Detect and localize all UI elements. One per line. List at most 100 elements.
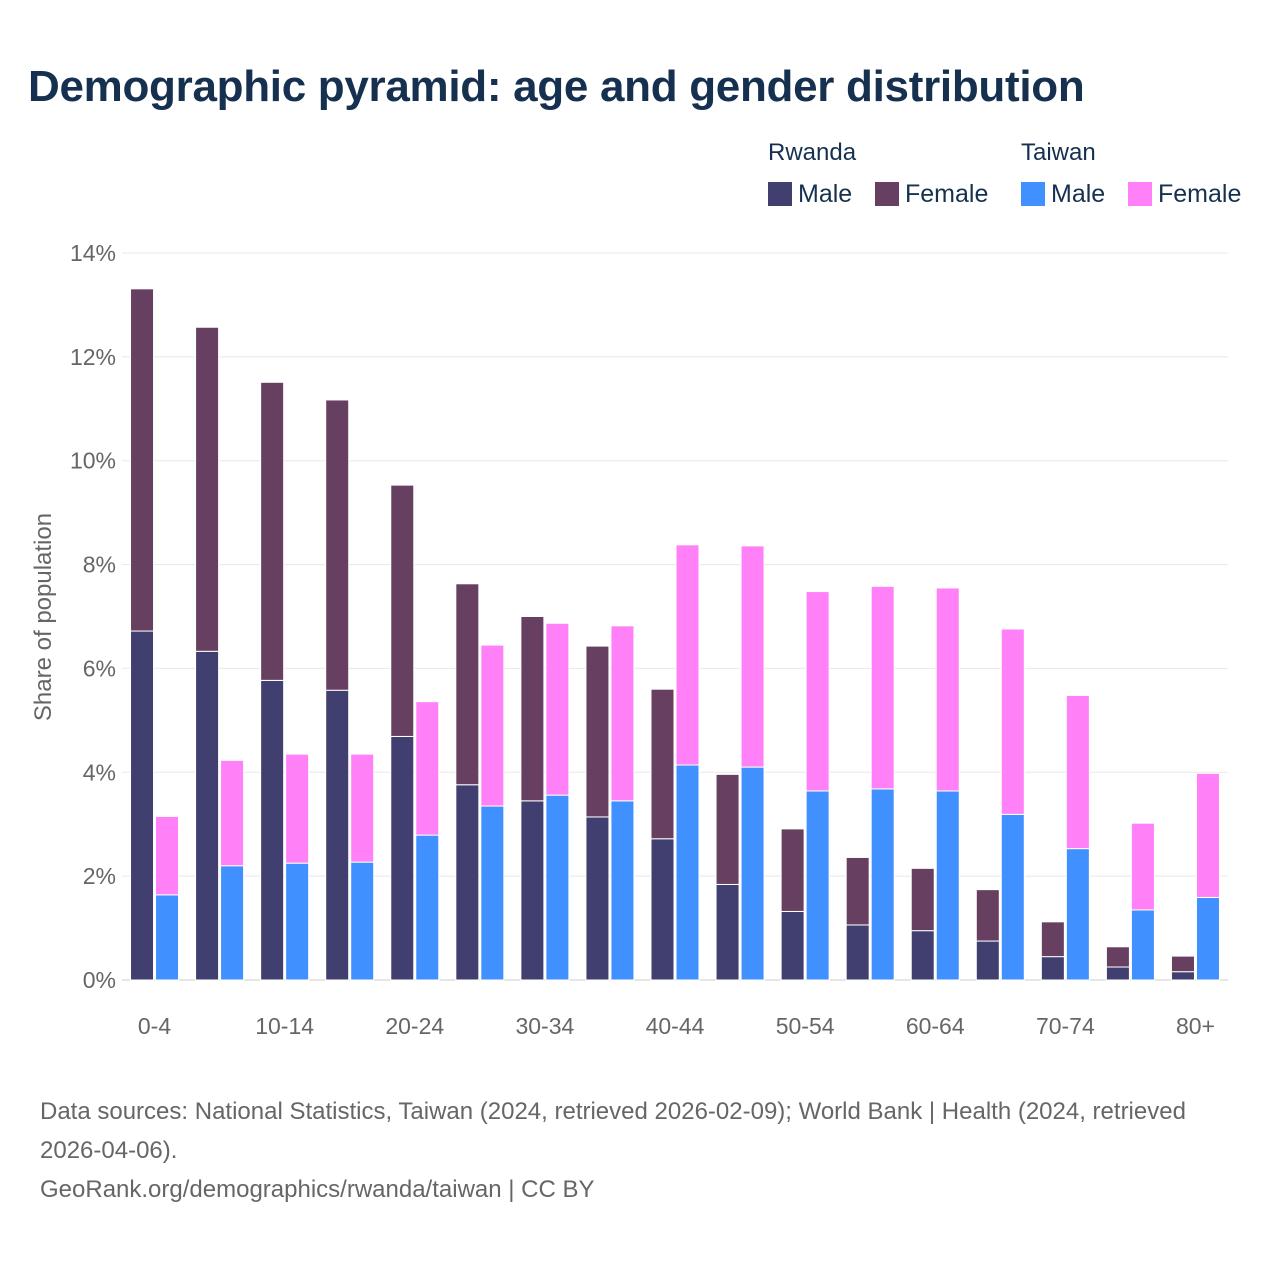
bar-taiwan-male-55-59[interactable]	[870, 788, 895, 981]
bar-taiwan-female-80plus[interactable]	[1195, 772, 1220, 898]
x-tick-label: 20-24	[385, 1013, 444, 1039]
bar-rwanda-female-20-24[interactable]	[390, 484, 415, 737]
legend-item-rwanda-female[interactable]: Female	[875, 179, 988, 209]
bar-taiwan-female-45-49[interactable]	[740, 545, 765, 768]
y-tick-label: 8%	[83, 552, 116, 578]
bar-taiwan-female-65-69[interactable]	[1000, 628, 1025, 815]
bar-taiwan-male-25-29[interactable]	[480, 805, 505, 981]
bar-taiwan-male-75-79[interactable]	[1130, 909, 1155, 981]
bar-rwanda-female-65-69[interactable]	[975, 889, 1000, 942]
bar-rwanda-male-80plus[interactable]	[1170, 971, 1195, 981]
bar-rwanda-female-30-34[interactable]	[520, 616, 545, 802]
bar-rwanda-male-60-64[interactable]	[910, 930, 935, 981]
x-tick-label: 70-74	[1036, 1013, 1095, 1039]
bar-rwanda-male-40-44[interactable]	[650, 838, 675, 981]
bar-taiwan-male-60-64[interactable]	[935, 790, 960, 981]
legend-label-taiwan-male: Male	[1051, 179, 1106, 208]
legend-label-taiwan-female: Female	[1158, 179, 1242, 208]
bar-rwanda-male-50-54[interactable]	[780, 910, 805, 981]
bar-rwanda-female-40-44[interactable]	[650, 688, 675, 840]
bar-taiwan-female-40-44[interactable]	[675, 544, 700, 766]
bar-taiwan-male-10-14[interactable]	[285, 862, 310, 981]
bar-rwanda-female-25-29[interactable]	[455, 583, 480, 786]
bar-taiwan-male-70-74[interactable]	[1065, 848, 1090, 981]
x-tick-label: 60-64	[906, 1013, 965, 1039]
bar-taiwan-female-35-39[interactable]	[610, 625, 635, 802]
bar-taiwan-female-10-14[interactable]	[285, 753, 310, 864]
bar-taiwan-female-50-54[interactable]	[805, 591, 830, 792]
x-tick-label: 0-4	[138, 1013, 171, 1039]
bar-taiwan-female-60-64[interactable]	[935, 587, 960, 792]
bar-taiwan-female-25-29[interactable]	[480, 644, 505, 807]
bar-taiwan-male-20-24[interactable]	[415, 834, 440, 981]
legend-item-rwanda-male[interactable]: Male	[768, 179, 852, 209]
bar-taiwan-male-50-54[interactable]	[805, 790, 830, 981]
bars	[130, 288, 1220, 981]
bar-rwanda-male-65-69[interactable]	[975, 940, 1000, 981]
bar-rwanda-male-10-14[interactable]	[260, 679, 285, 981]
legend-label-rwanda-female: Female	[905, 179, 989, 208]
bar-rwanda-female-0-4[interactable]	[130, 288, 155, 632]
bar-rwanda-male-75-79[interactable]	[1105, 966, 1130, 981]
bar-taiwan-male-0-4[interactable]	[155, 894, 180, 981]
x-tick-label: 30-34	[515, 1013, 574, 1039]
bar-rwanda-male-20-24[interactable]	[390, 735, 415, 981]
bar-rwanda-female-15-19[interactable]	[325, 399, 350, 691]
legend-item-taiwan-female[interactable]: Female	[1128, 179, 1241, 209]
legend-swatch-taiwan-male	[1021, 182, 1045, 206]
bar-rwanda-female-10-14[interactable]	[260, 381, 285, 681]
bar-rwanda-male-0-4[interactable]	[130, 630, 155, 981]
bar-taiwan-male-30-34[interactable]	[545, 794, 570, 981]
bar-rwanda-male-15-19[interactable]	[325, 689, 350, 981]
bar-taiwan-male-45-49[interactable]	[740, 766, 765, 981]
bar-taiwan-female-15-19[interactable]	[350, 753, 375, 863]
bar-rwanda-female-70-74[interactable]	[1040, 921, 1065, 958]
data-sources-note: Data sources: National Statistics, Taiwa…	[40, 1098, 1186, 1164]
bar-rwanda-male-70-74[interactable]	[1040, 956, 1065, 981]
attribution-link[interactable]: GeoRank.org/demographics/rwanda/taiwan |…	[40, 1176, 595, 1203]
bar-taiwan-female-20-24[interactable]	[415, 701, 440, 836]
legend-group-rwanda: Rwanda	[768, 139, 857, 166]
x-tick-label: 80+	[1176, 1013, 1215, 1039]
bar-taiwan-female-70-74[interactable]	[1065, 694, 1090, 850]
bar-rwanda-female-60-64[interactable]	[910, 867, 935, 932]
bar-rwanda-female-75-79[interactable]	[1105, 946, 1130, 968]
bar-taiwan-male-40-44[interactable]	[675, 764, 700, 981]
bar-rwanda-female-50-54[interactable]	[780, 828, 805, 912]
bar-taiwan-female-0-4[interactable]	[155, 815, 180, 896]
y-tick-label: 0%	[83, 967, 116, 993]
bar-rwanda-male-45-49[interactable]	[715, 883, 740, 981]
x-tick-label: 50-54	[776, 1013, 835, 1039]
legend-swatch-rwanda-female	[875, 182, 899, 206]
legend-swatch-taiwan-female	[1128, 182, 1152, 206]
x-tick-label: 10-14	[255, 1013, 314, 1039]
bar-taiwan-female-5-9[interactable]	[220, 759, 245, 867]
legend-item-taiwan-male[interactable]: Male	[1021, 179, 1105, 209]
grid-lines	[122, 252, 1228, 981]
y-tick-label: 10%	[70, 448, 116, 474]
bar-rwanda-male-25-29[interactable]	[455, 784, 480, 981]
bar-taiwan-male-5-9[interactable]	[220, 865, 245, 981]
bar-rwanda-female-35-39[interactable]	[585, 645, 610, 818]
bar-rwanda-female-55-59[interactable]	[845, 856, 870, 926]
bar-rwanda-male-30-34[interactable]	[520, 800, 545, 981]
bar-taiwan-female-55-59[interactable]	[870, 585, 895, 790]
bar-taiwan-female-30-34[interactable]	[545, 622, 570, 796]
legend-label-rwanda-male: Male	[798, 179, 853, 208]
bar-taiwan-male-65-69[interactable]	[1000, 813, 1025, 981]
bar-rwanda-female-45-49[interactable]	[715, 773, 740, 885]
y-tick-label: 2%	[83, 863, 116, 889]
bar-taiwan-male-15-19[interactable]	[350, 861, 375, 981]
y-tick-label: 4%	[83, 759, 116, 785]
y-axis-label: Share of population	[30, 513, 57, 721]
bar-rwanda-male-5-9[interactable]	[195, 650, 220, 981]
x-tick-labels: 0-4 10-14 20-24 30-34 40-44 50-54 60-64 70-74 80…	[138, 1013, 1215, 1039]
bar-rwanda-male-55-59[interactable]	[845, 924, 870, 981]
bar-taiwan-male-80plus[interactable]	[1195, 896, 1220, 981]
bar-rwanda-male-35-39[interactable]	[585, 816, 610, 981]
y-tick-label: 6%	[83, 655, 116, 681]
bar-taiwan-male-35-39[interactable]	[610, 800, 635, 981]
bar-rwanda-female-5-9[interactable]	[195, 326, 220, 652]
bar-rwanda-female-80plus[interactable]	[1170, 955, 1195, 973]
bar-taiwan-female-75-79[interactable]	[1130, 822, 1155, 911]
